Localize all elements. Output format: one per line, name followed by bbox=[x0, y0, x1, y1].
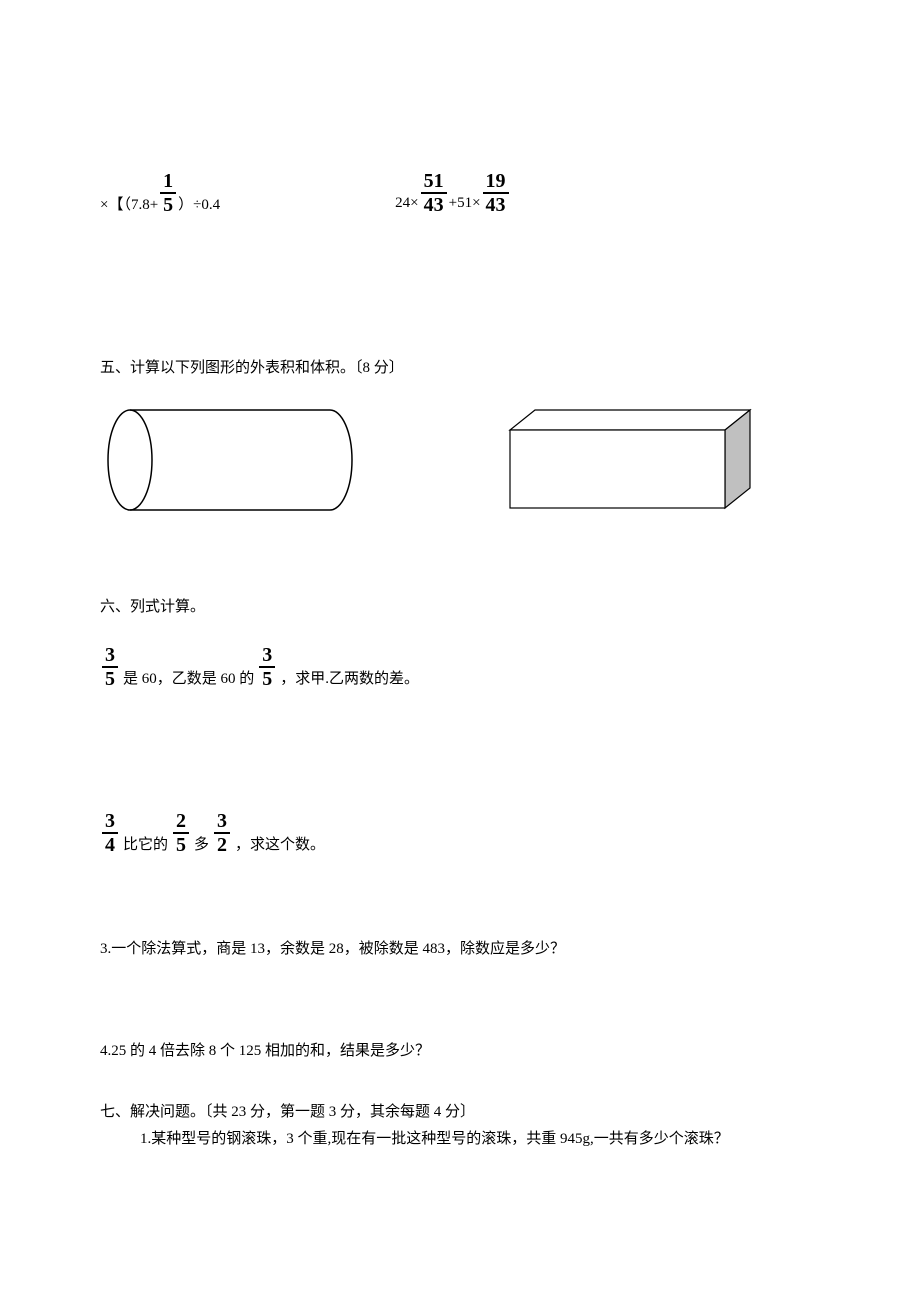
cylinder-shape bbox=[100, 395, 360, 525]
formula-2-frac-2: 19 43 bbox=[483, 170, 509, 216]
q6-2-frac-2: 2 5 bbox=[173, 810, 189, 856]
section-5-title: 五、计算以下列图形的外表积和体积。〔8 分〕 bbox=[100, 356, 820, 377]
formula-row: ×【（7.8+ 1 5 ）÷0.4 24× 51 43 +51× 19 43 bbox=[100, 170, 820, 216]
q6-2-frac-1: 3 4 bbox=[102, 810, 118, 856]
section-6-title: 六、列式计算。 bbox=[100, 595, 820, 616]
formula-1: ×【（7.8+ 1 5 ）÷0.4 bbox=[100, 170, 220, 216]
question-6-1: 3 5 是 60，乙数是 60 的 3 5 ，求甲.乙两数的差。 bbox=[100, 644, 422, 690]
question-6-4: 4.25 的 4 倍去除 8 个 125 相加的和，结果是多少？ bbox=[100, 1038, 820, 1065]
section-7-title: 七、解决问题。〔共 23 分，第一题 3 分，其余每题 4 分〕 bbox=[100, 1100, 820, 1121]
question-7-1: 1.某种型号的钢滚珠，3 个重,现在有一批这种型号的滚珠，共重 945g,一共有… bbox=[100, 1127, 820, 1148]
formula-1-suffix: ）÷0.4 bbox=[178, 193, 220, 214]
formula-2-frac-1: 51 43 bbox=[421, 170, 447, 216]
shapes-row bbox=[100, 395, 820, 525]
formula-1-fraction: 1 5 bbox=[160, 170, 176, 216]
q6-1-frac-2: 3 5 bbox=[259, 644, 275, 690]
q6-2-frac-3: 3 2 bbox=[214, 810, 230, 856]
formula-2: 24× 51 43 +51× 19 43 bbox=[395, 170, 510, 216]
formula-2-a: 24× bbox=[395, 195, 418, 212]
formula-2-mid: +51× bbox=[449, 195, 481, 212]
formula-1-prefix: ×【（7.8+ bbox=[100, 193, 158, 214]
box-shape bbox=[500, 400, 760, 520]
question-6-2: 3 4 比它的 2 5 多 3 2 ，求这个数。 bbox=[100, 810, 328, 856]
q6-1-frac-1: 3 5 bbox=[102, 644, 118, 690]
question-6-3: 3.一个除法算式，商是 13，余数是 28，被除数是 483，除数应是多少？ bbox=[100, 936, 820, 963]
